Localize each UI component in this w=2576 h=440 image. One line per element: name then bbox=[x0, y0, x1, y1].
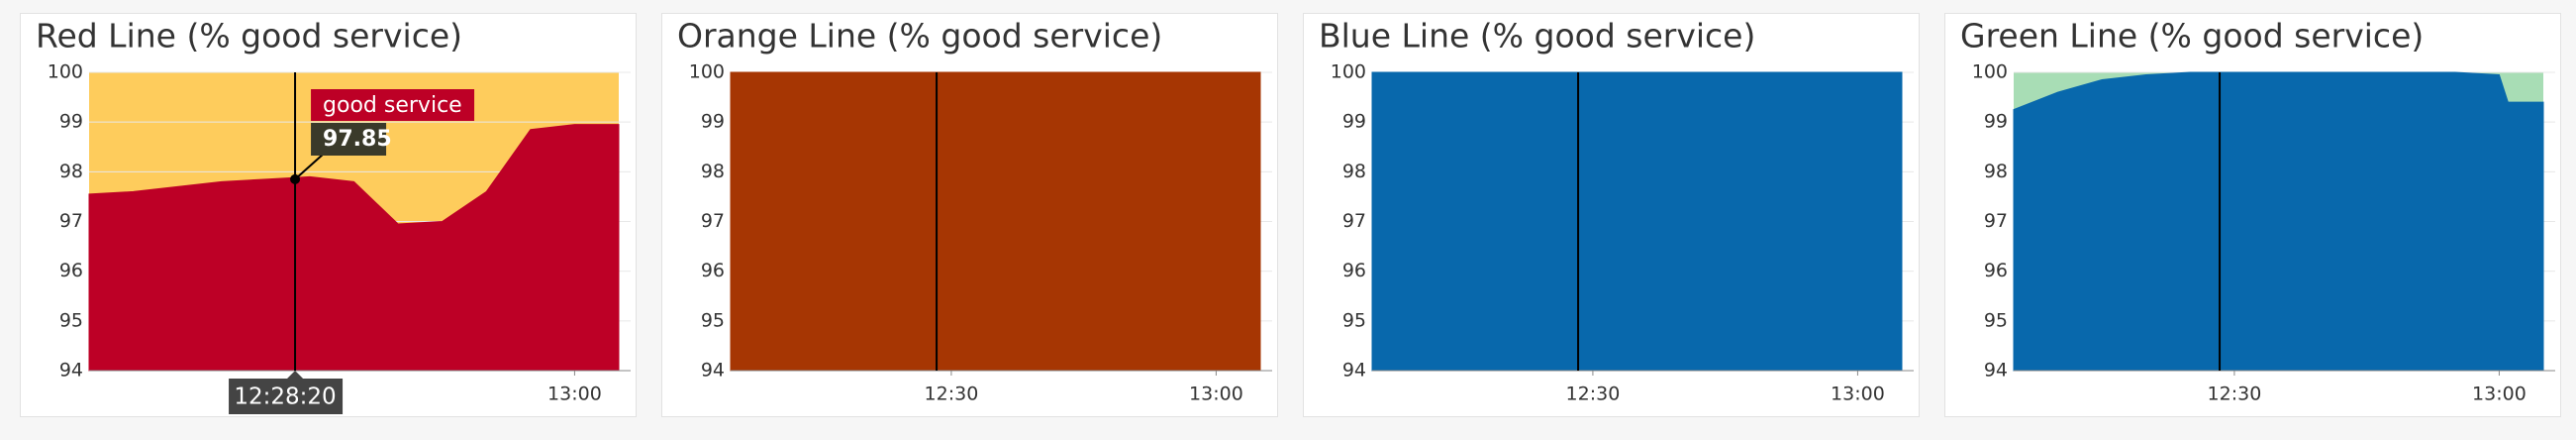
x-tick-label: 13:00 bbox=[1831, 384, 1885, 405]
time-label-arrow bbox=[287, 371, 304, 379]
y-tick-label: 99 bbox=[1984, 111, 2008, 133]
area bbox=[2013, 71, 2544, 372]
panel: Red Line (% good service) 94 95 96 97 98 99 100… bbox=[20, 13, 637, 417]
x-tick-label: 12:30 bbox=[2208, 384, 2262, 405]
y-tick-label: 94 bbox=[59, 360, 83, 382]
tooltip-leader bbox=[294, 154, 324, 180]
y-tick-label: 94 bbox=[1342, 360, 1366, 382]
y-tick-label: 97 bbox=[1342, 210, 1366, 232]
y-tick-label: 98 bbox=[59, 161, 83, 182]
y-tick-label: 96 bbox=[701, 260, 725, 281]
area bbox=[88, 124, 620, 372]
y-tick-label: 97 bbox=[1984, 210, 2008, 232]
x-tick-label: 13:00 bbox=[2472, 384, 2526, 405]
y-tick-label: 99 bbox=[59, 111, 83, 133]
panel-title: Blue Line (% good service) bbox=[1319, 17, 1755, 55]
x-tick-label: 12:30 bbox=[925, 384, 979, 405]
cursor-time: 12:28:20 bbox=[234, 385, 336, 410]
panel: Blue Line (% good service) 94 95 96 97 98 99 10… bbox=[1303, 13, 1920, 417]
y-tick-label: 100 bbox=[1331, 61, 1366, 83]
y-tick-label: 98 bbox=[1342, 161, 1366, 182]
y-tick-label: 99 bbox=[1342, 111, 1366, 133]
tooltip-name-box bbox=[311, 89, 475, 121]
tooltip-value-box bbox=[311, 123, 387, 156]
tooltip-value: 97.85 bbox=[323, 127, 392, 152]
panel-title: Orange Line (% good service) bbox=[677, 17, 1162, 55]
panel: Orange Line (% good service) 94 95 96 97 98 99… bbox=[661, 13, 1278, 417]
panel-title: Red Line (% good service) bbox=[36, 17, 462, 55]
area bbox=[1371, 71, 1903, 372]
y-tick-label: 97 bbox=[701, 210, 725, 232]
y-tick-label: 96 bbox=[1984, 260, 2008, 281]
panel-title: Green Line (% good service) bbox=[1960, 17, 2424, 55]
time-label-box bbox=[229, 379, 344, 414]
y-tick-label: 95 bbox=[59, 309, 83, 331]
y-tick-label: 94 bbox=[1984, 360, 2008, 382]
tooltip-name: good service bbox=[323, 93, 462, 118]
y-tick-label: 98 bbox=[1984, 161, 2008, 182]
y-tick-label: 100 bbox=[48, 61, 83, 83]
x-tick-label: 12:30 bbox=[1566, 384, 1621, 405]
y-tick-label: 97 bbox=[59, 210, 83, 232]
x-tick-label: 13:00 bbox=[1189, 384, 1243, 405]
area bbox=[730, 71, 1261, 372]
y-tick-label: 100 bbox=[689, 61, 725, 83]
y-tick-label: 95 bbox=[701, 309, 725, 331]
y-tick-label: 98 bbox=[701, 161, 725, 182]
panel: Green Line (% good service) 94 95 96 97 98 99 1… bbox=[1944, 13, 2561, 417]
y-tick-label: 99 bbox=[701, 111, 725, 133]
y-tick-label: 100 bbox=[1972, 61, 2008, 83]
y-tick-label: 95 bbox=[1984, 309, 2008, 331]
y-tick-label: 96 bbox=[59, 260, 83, 281]
y-tick-label: 95 bbox=[1342, 309, 1366, 331]
y-tick-label: 96 bbox=[1342, 260, 1366, 281]
x-tick-label: 13:00 bbox=[547, 384, 602, 405]
y-tick-label: 94 bbox=[701, 360, 725, 382]
